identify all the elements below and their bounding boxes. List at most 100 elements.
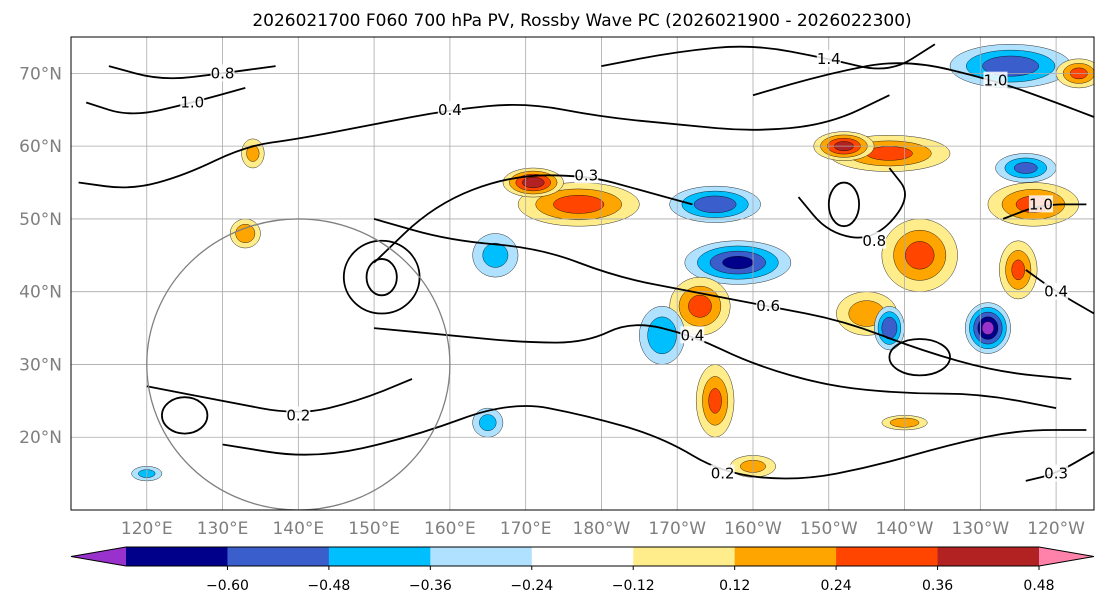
pv-contour-line (601, 43, 936, 70)
pv-contour-line (752, 62, 1094, 118)
contour-label-background (1044, 464, 1069, 482)
longitude-label: 120°W (1027, 519, 1085, 539)
longitude-label: 150°W (800, 519, 858, 539)
contour-label-background (210, 64, 235, 82)
longitude-label: 160°W (724, 519, 782, 539)
contour-label: 0.8 (862, 232, 886, 250)
pv-contour-line (146, 378, 413, 413)
contour-label: 0.2 (286, 406, 310, 424)
latitude-label: 70°N (19, 64, 62, 84)
contour-label-background (680, 326, 705, 344)
pv-anomaly-patch (688, 294, 712, 318)
colorbar-tick-label: −0.48 (307, 578, 350, 594)
pv-contour-line (78, 94, 890, 189)
pv-anomaly-patch (722, 256, 754, 270)
colorbar-tick-label: −0.24 (510, 578, 553, 594)
colorbar-tick-label: −0.36 (409, 578, 452, 594)
longitude-labels: 120°E 130°E 140°E 150°E 160°E 170°E 180°W 170°W… (121, 519, 1085, 539)
contour-label-background (710, 464, 735, 482)
pv-anomaly-patch (1011, 259, 1025, 281)
longitude-label: 140°E (272, 519, 324, 539)
pv-anomaly-patch (982, 55, 1039, 77)
contour-label: 1.0 (180, 93, 204, 111)
reference-circle (146, 218, 451, 510)
contour-label-background (862, 231, 887, 249)
contour-label: 0.4 (438, 101, 462, 119)
pv-contour-layer: 0.8 1.0 0.4 0.3 0.6 0.4 0.2 0.2 1.4 1.0 0.8 1.0 0.4 0… (78, 43, 1094, 483)
map-area: 0.8 1.0 0.4 0.3 0.6 0.4 0.2 0.2 1.4 1.0 0.8 1.0 0.4 0… (70, 36, 1095, 511)
pv-anomaly-patch (905, 241, 935, 270)
contour-label-background (574, 166, 599, 184)
pv-anomaly-patch (1014, 162, 1038, 174)
contour-label-background (1044, 282, 1069, 300)
colorbar-tick-label: 0.24 (821, 578, 852, 594)
pv-contour-line (1025, 269, 1094, 315)
pv-contour-ring (161, 396, 209, 435)
pv-anomaly-patch (981, 321, 994, 335)
latitude-label: 50°N (19, 210, 62, 230)
colorbar-tick-label: −0.60 (206, 578, 249, 594)
longitude-label: 130°W (951, 519, 1009, 539)
pv-anomaly-patch (553, 195, 605, 214)
colorbar-tick-label: −0.12 (612, 578, 655, 594)
pv-contour-ring (827, 181, 860, 228)
contour-label: 0.8 (211, 64, 235, 82)
contour-label-background (756, 297, 781, 315)
pv-contour-line (373, 174, 693, 264)
graticule (71, 37, 1094, 510)
contour-label: 0.4 (1044, 283, 1068, 301)
colorbar-extend-max (1039, 547, 1094, 566)
colorbar-bin (836, 547, 939, 566)
pv-anomaly-patch (482, 242, 509, 268)
colorbar-bin (937, 547, 1040, 566)
pv-contour-line (1025, 451, 1094, 482)
contour-label: 1.0 (984, 72, 1008, 90)
longitude-label: 180°W (573, 519, 631, 539)
contour-label: 1.0 (1029, 195, 1053, 213)
longitude-label: 130°E (197, 519, 249, 539)
contour-label-background (816, 49, 841, 67)
longitude-label: 170°E (500, 519, 552, 539)
colorbar-tick-label: 0.12 (719, 578, 750, 594)
colorbar-tick-label: 0.36 (922, 578, 953, 594)
contour-label: 0.6 (756, 297, 780, 315)
reference-circle-layer (146, 218, 451, 510)
colorbar-bin (734, 547, 837, 566)
pv-anomaly-patch (235, 224, 256, 243)
pv-anomaly-patch (693, 195, 737, 213)
pv-anomaly-patch (647, 316, 677, 355)
pv-contour-line (797, 167, 906, 239)
pv-anomaly-patch (479, 414, 497, 431)
contour-label-background (1028, 195, 1053, 213)
contour-label: 0.2 (711, 465, 735, 483)
longitude-label: 120°E (121, 519, 173, 539)
longitude-label: 140°W (876, 519, 934, 539)
colorbar-extend-min (71, 547, 126, 566)
latitude-label: 40°N (19, 283, 62, 303)
pv-contour-line (374, 324, 1057, 409)
colorbar: −0.60 −0.48 −0.36 −0.24 −0.12 0.12 0.24 0.36 0.4… (70, 546, 1095, 594)
colorbar-bin (126, 547, 228, 566)
contour-label-background (180, 93, 205, 111)
map-title: 2026021700 F060 700 hPa PV, Rossby Wave … (252, 11, 911, 31)
colorbar-bin (633, 547, 736, 566)
longitude-label: 150°E (348, 519, 400, 539)
colorbar-bin (430, 547, 533, 566)
longitude-label: 170°W (648, 519, 706, 539)
contour-label: 0.4 (680, 326, 704, 344)
colorbar-bin (328, 547, 431, 566)
pv-contour-ring (365, 258, 398, 297)
pv-contour-line (222, 405, 1087, 480)
latitude-label: 60°N (19, 137, 62, 157)
pv-anomaly-patch (246, 145, 260, 162)
pv-anomaly-patch (708, 388, 722, 414)
latitude-labels: 70°N 60°N 50°N 40°N 30°N 20°N (19, 64, 62, 448)
contour-label: 0.3 (1044, 465, 1068, 483)
contour-label: 1.4 (817, 50, 841, 68)
pv-contour-ring (888, 338, 951, 377)
longitude-label: 160°E (424, 519, 476, 539)
contour-label-background (437, 100, 462, 118)
colorbar-outline (70, 546, 1095, 567)
colorbar-tick-label: 0.48 (1023, 578, 1054, 594)
